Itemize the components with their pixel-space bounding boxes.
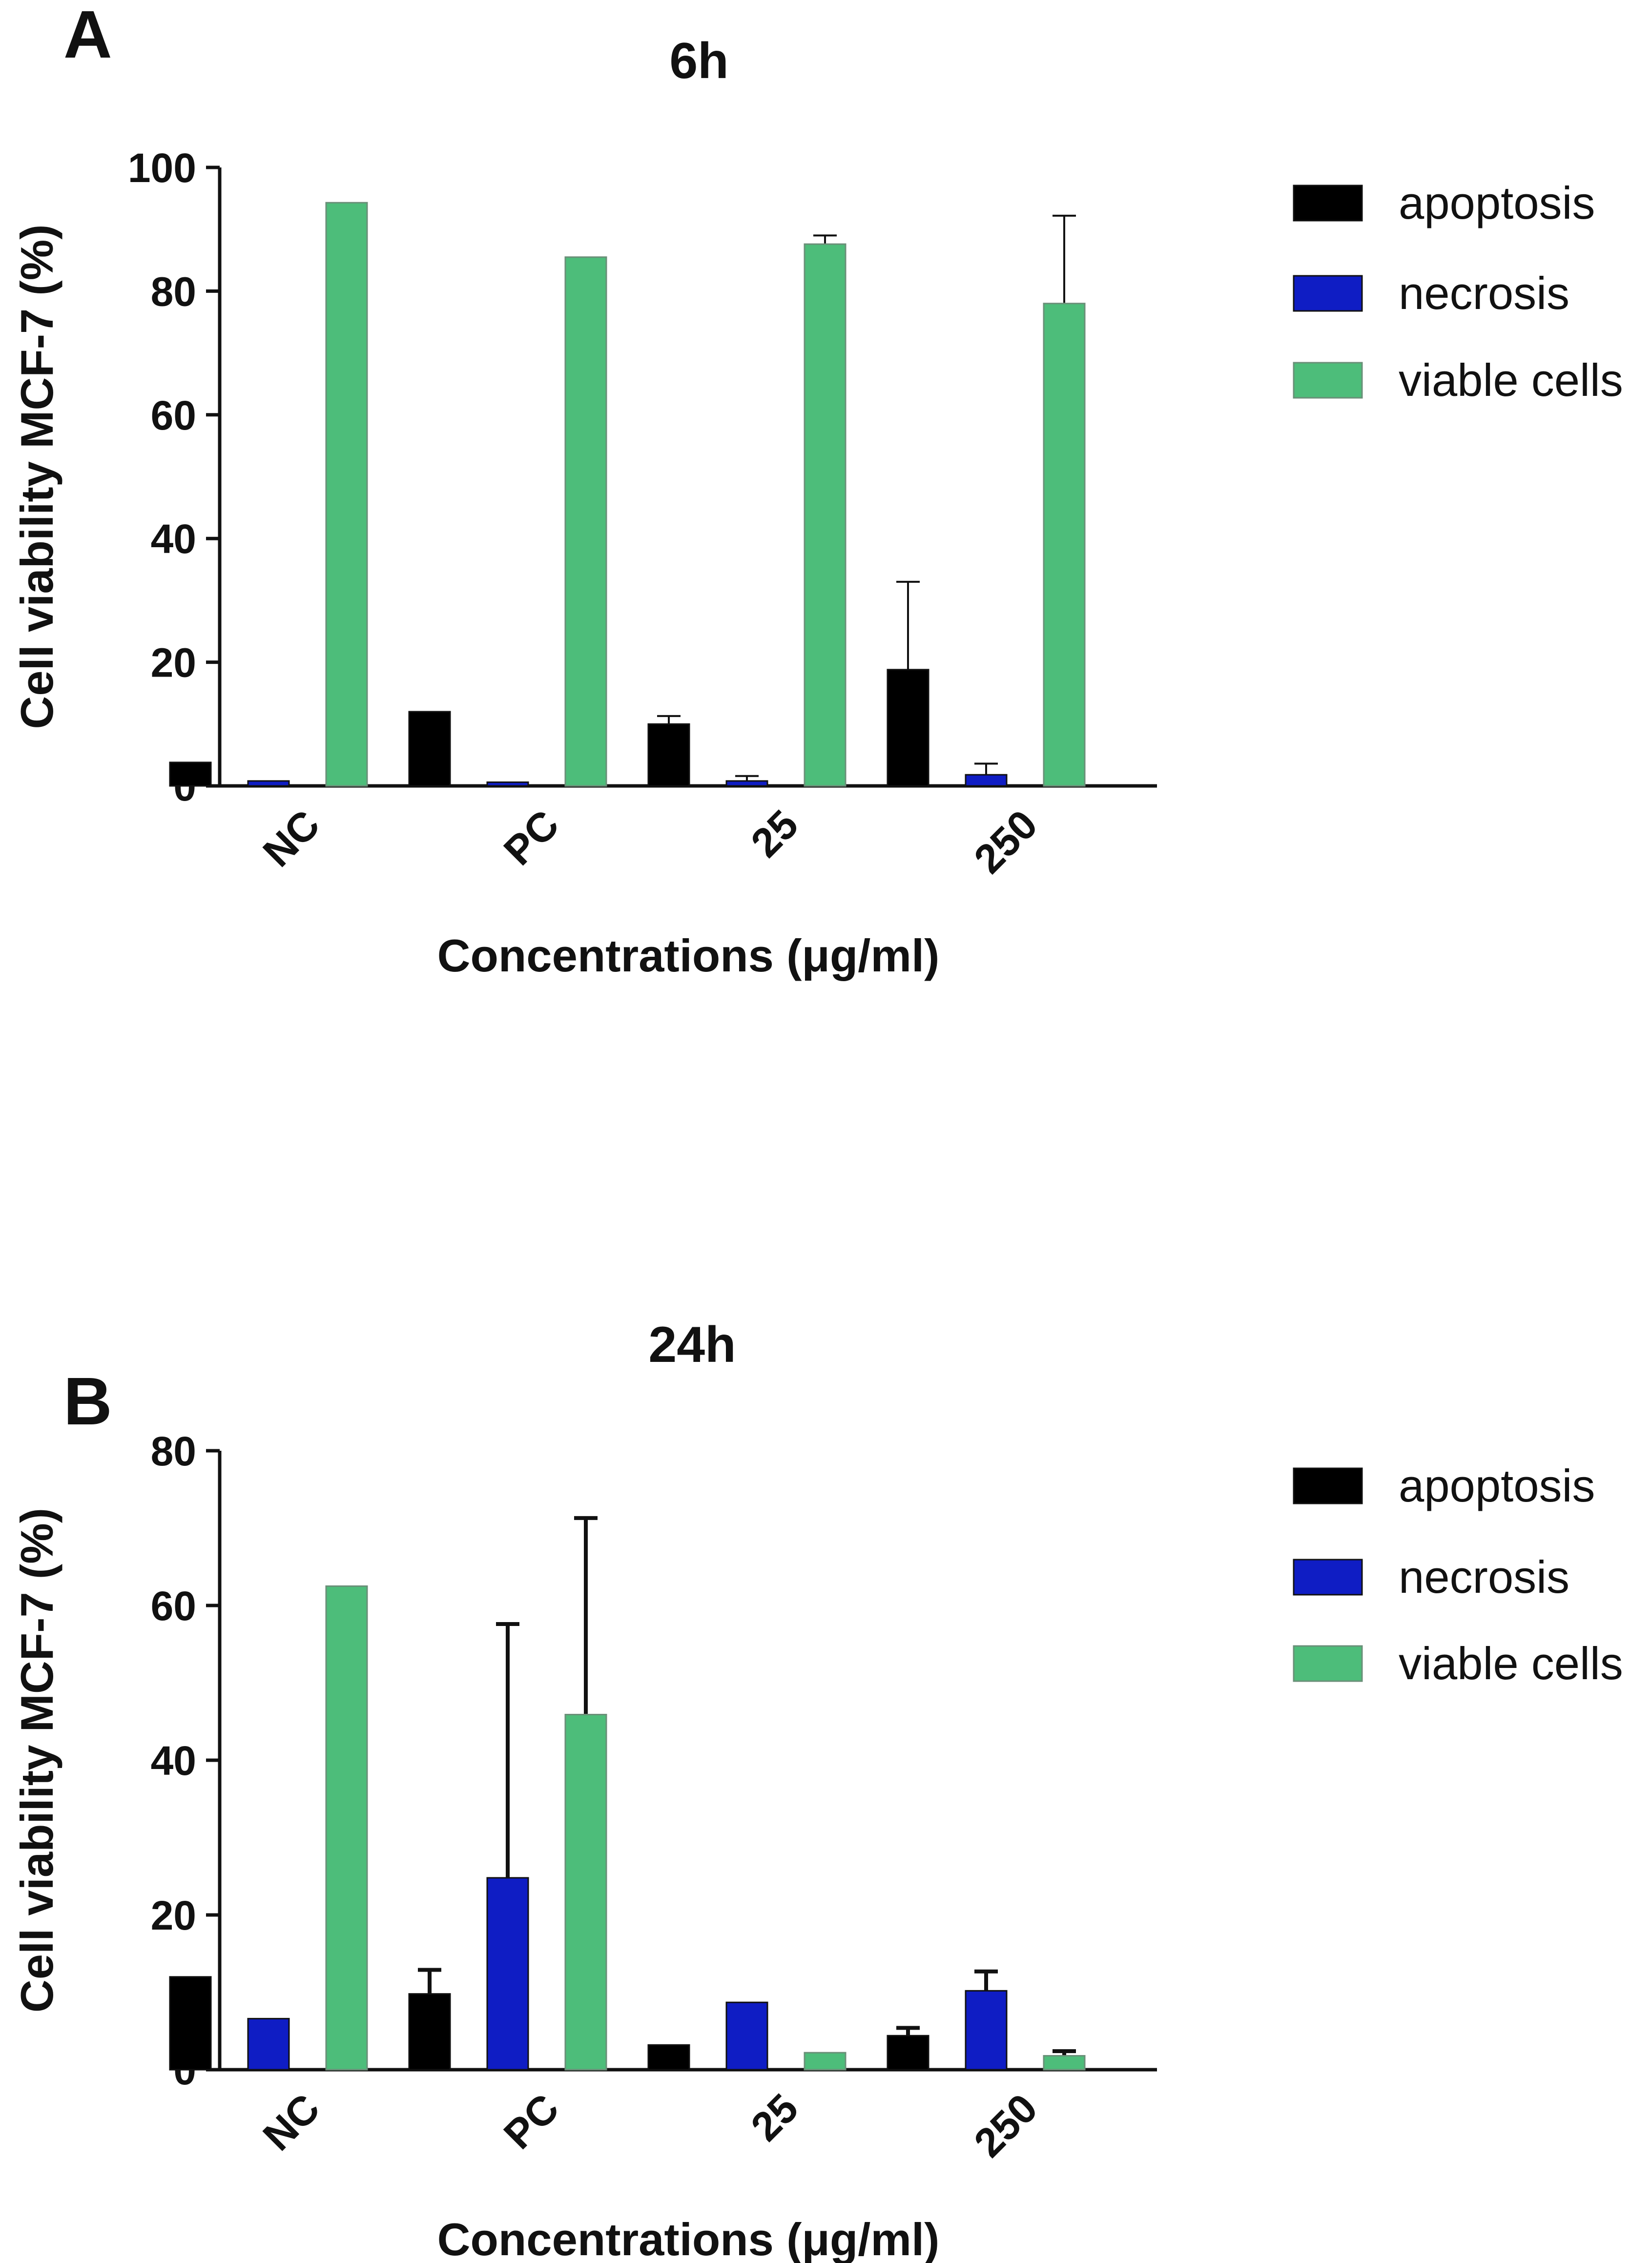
y-tick-label: 40 — [151, 516, 196, 562]
legend-label: viable cells — [1399, 354, 1623, 406]
legend-label: viable cells — [1399, 1638, 1623, 1689]
y-axis-label: Cell viability MCF-7 (%) — [11, 1508, 62, 2013]
y-tick-label: 100 — [128, 145, 196, 191]
bar-necrosis-nc — [247, 2017, 290, 2071]
legend-swatch — [1293, 1467, 1363, 1504]
x-axis-label: Concentrations (μg/ml) — [437, 2214, 940, 2263]
bar-necrosis-nc — [247, 780, 290, 787]
bar-apoptosis-pc — [408, 1993, 451, 2071]
y-tick-label: 60 — [151, 392, 196, 438]
legend: apoptosis necrosis viable cells — [1293, 177, 1623, 406]
bar-necrosis-250 — [965, 774, 1008, 787]
x-tick-label: 25 — [742, 801, 807, 866]
bar-viable-cells-pc — [564, 256, 607, 787]
y-tick-label: 80 — [151, 1428, 196, 1474]
panel-letter: B — [63, 1364, 112, 1439]
chart-panel-b: B24h020406080NCPC25250Concentrations (μg… — [11, 1317, 1623, 2263]
x-tick-label: 250 — [965, 801, 1046, 882]
bar-apoptosis-nc — [169, 761, 212, 787]
bar-necrosis-25 — [725, 2001, 768, 2071]
legend-swatch — [1293, 1645, 1363, 1682]
chart-title: 24h — [648, 1317, 736, 1373]
legend-swatch — [1293, 1559, 1363, 1596]
bar-apoptosis-25 — [647, 723, 690, 787]
legend-swatch — [1293, 275, 1363, 312]
legend-swatch — [1293, 362, 1363, 399]
bar-viable-cells-nc — [325, 1585, 368, 2071]
legend: apoptosis necrosis viable cells — [1293, 1460, 1623, 1689]
chart-panel-a: A6h020406080100NCPC25250Concentrations (… — [11, 0, 1623, 981]
bar-necrosis-pc — [486, 1877, 529, 2071]
y-axis-label: Cell viability MCF-7 (%) — [11, 224, 62, 729]
legend-swatch — [1293, 185, 1363, 222]
bar-apoptosis-250 — [887, 2035, 929, 2071]
x-axis-label: Concentrations (μg/ml) — [437, 930, 940, 981]
bar-viable-cells-25 — [804, 243, 847, 787]
bar-necrosis-25 — [725, 780, 768, 787]
chart-title: 6h — [669, 33, 728, 89]
panel-letter: A — [63, 0, 112, 72]
bar-apoptosis-nc — [169, 1976, 212, 2071]
y-tick-label: 60 — [151, 1583, 196, 1629]
bar-necrosis-250 — [965, 1990, 1008, 2071]
y-tick-label: 80 — [151, 268, 196, 314]
x-tick-label: PC — [495, 801, 568, 874]
bar-viable-cells-25 — [804, 2052, 847, 2071]
legend-label: apoptosis — [1399, 177, 1595, 228]
bar-viable-cells-nc — [325, 202, 368, 787]
y-tick-label: 20 — [151, 640, 196, 686]
bar-viable-cells-250 — [1043, 303, 1086, 787]
bar-apoptosis-250 — [887, 669, 929, 787]
x-tick-label: NC — [254, 2085, 328, 2159]
legend-label: necrosis — [1399, 267, 1569, 319]
legend-label: apoptosis — [1399, 1460, 1595, 1511]
bar-apoptosis-25 — [647, 2044, 690, 2071]
legend-label: necrosis — [1399, 1551, 1569, 1603]
x-tick-label: PC — [495, 2085, 568, 2158]
bar-apoptosis-pc — [408, 711, 451, 787]
x-tick-label: 25 — [742, 2085, 807, 2150]
bar-viable-cells-250 — [1043, 2055, 1086, 2071]
bar-necrosis-pc — [486, 781, 529, 787]
x-tick-label: 250 — [965, 2085, 1046, 2166]
x-tick-label: NC — [254, 801, 328, 875]
y-tick-label: 40 — [151, 1738, 196, 1784]
y-tick-label: 20 — [151, 1893, 196, 1938]
bar-viable-cells-pc — [564, 1713, 607, 2071]
